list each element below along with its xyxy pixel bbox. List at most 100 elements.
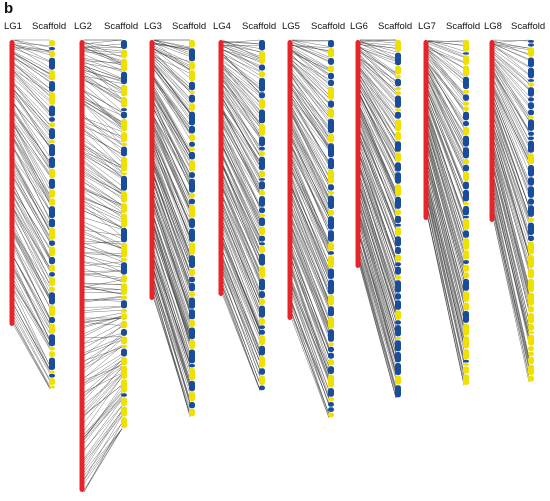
scaffold-block	[189, 81, 195, 91]
link-line	[291, 94, 330, 147]
link-line	[153, 133, 191, 211]
scaffold-block	[121, 71, 127, 85]
link-line	[427, 157, 465, 291]
link-line	[83, 204, 123, 222]
link-line	[427, 178, 465, 327]
link-line	[83, 316, 123, 328]
link-line	[83, 149, 123, 177]
link-line	[427, 179, 465, 329]
scaffold-block	[328, 133, 334, 143]
link-line	[83, 376, 123, 423]
link-line	[83, 160, 123, 192]
link-line	[493, 155, 530, 290]
link-line	[427, 79, 465, 156]
link-lines	[359, 39, 397, 399]
scaffold-block	[528, 324, 534, 331]
link-lines	[222, 39, 261, 391]
scaffold-block	[328, 108, 334, 118]
link-line	[13, 290, 51, 367]
scaffold-block	[189, 380, 195, 392]
link-line	[359, 208, 397, 322]
link-line	[153, 181, 191, 284]
link-line	[222, 178, 261, 258]
link-line	[83, 274, 123, 280]
link-lines	[153, 39, 191, 418]
link-line	[427, 91, 465, 189]
link-line	[291, 106, 330, 172]
scaffold-block	[121, 111, 127, 119]
link-line	[83, 84, 123, 117]
link-line	[13, 171, 51, 241]
link-line	[291, 218, 330, 305]
link-line	[222, 99, 261, 167]
link-line	[427, 93, 465, 185]
link-line	[493, 172, 530, 312]
link-line	[291, 63, 330, 98]
link-line	[291, 50, 330, 85]
link-line	[153, 152, 191, 238]
link-line	[493, 39, 530, 43]
link-line	[13, 138, 51, 202]
scaffold-block	[121, 132, 127, 143]
link-line	[222, 84, 261, 127]
link-line	[83, 167, 123, 191]
link-line	[493, 58, 530, 97]
link-line	[493, 217, 530, 370]
link-line	[13, 275, 51, 347]
link-line	[493, 43, 530, 49]
link-line	[493, 199, 530, 357]
link-line	[222, 54, 261, 73]
link-line	[83, 70, 123, 81]
scaffold-block	[463, 302, 469, 311]
scaffold-block	[121, 357, 127, 366]
lg-label: LG7	[418, 21, 436, 32]
scaffold-block	[528, 241, 534, 255]
linkage-group-bar	[423, 40, 429, 220]
scaffold-block	[328, 388, 334, 397]
link-line	[222, 293, 261, 391]
scaffold-block	[189, 408, 195, 417]
scaffold-block	[463, 172, 469, 181]
scaffold-block	[528, 47, 534, 57]
scaffold-block	[189, 364, 195, 368]
link-line	[222, 244, 261, 332]
group-lg5: LG5 Scaffold	[282, 21, 345, 419]
link-line	[222, 136, 261, 219]
link-line	[291, 49, 330, 70]
link-line	[83, 347, 123, 361]
scaffold-block	[189, 276, 195, 283]
link-line	[222, 91, 261, 148]
link-line	[493, 79, 530, 148]
scaffold-block	[528, 186, 534, 198]
link-line	[13, 297, 51, 371]
link-line	[359, 115, 397, 199]
link-line	[83, 103, 123, 129]
link-line	[222, 243, 261, 327]
link-line	[13, 257, 51, 320]
link-line	[291, 76, 330, 130]
link-line	[291, 152, 330, 229]
scaffold-block	[395, 87, 401, 91]
link-line	[359, 194, 397, 305]
scaffold-block	[189, 402, 195, 409]
link-line	[83, 363, 123, 386]
link-line	[83, 315, 123, 327]
link-line	[359, 169, 397, 277]
link-line	[83, 279, 123, 288]
link-line	[222, 274, 261, 362]
scaffold-block	[463, 135, 469, 147]
scaffold-column	[328, 40, 334, 418]
link-line	[83, 65, 123, 90]
link-line	[13, 63, 51, 89]
link-line	[83, 117, 123, 132]
link-line	[153, 127, 191, 201]
scaffold-block	[259, 253, 265, 266]
scaffold-block	[463, 101, 469, 106]
scaffold-block	[49, 378, 55, 385]
link-line	[493, 113, 530, 220]
link-line	[83, 242, 123, 259]
link-line	[222, 240, 261, 332]
scaffold-block	[528, 364, 534, 376]
link-line	[427, 47, 465, 69]
link-line	[359, 223, 397, 350]
